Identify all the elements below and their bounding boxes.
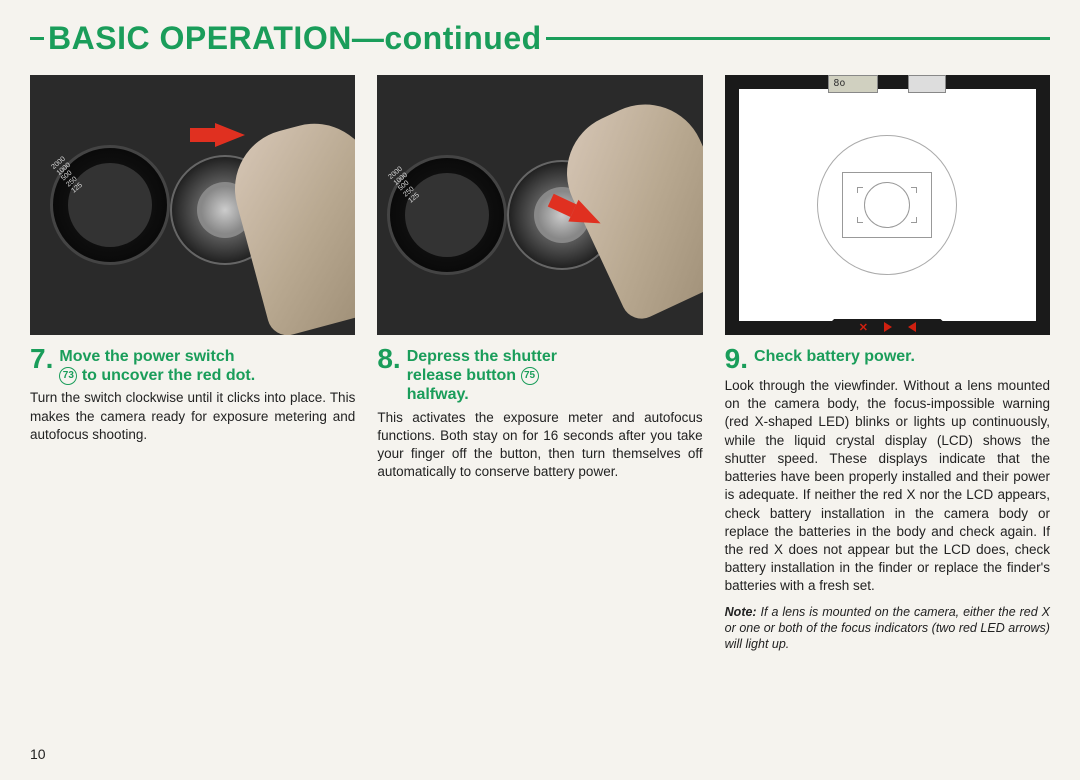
page-title: BASIC OPERATION—continued (44, 20, 546, 57)
step-number: 7. (30, 345, 53, 373)
title-bar: BASIC OPERATION—continued (30, 20, 1050, 57)
step-8-heading: 8. Depress the shutter release button 75… (377, 345, 702, 405)
content-columns: 20001000500250125 7. Move the power swit… (30, 75, 1050, 652)
photo-step-8: 20001000500250125 (377, 75, 702, 335)
arrow-right-led-icon (884, 322, 892, 332)
step-number: 9. (725, 345, 748, 373)
lcd-blank (908, 75, 946, 93)
title-rule-right (546, 37, 1050, 40)
column-8: 20001000500250125 8. Depress the shutter… (377, 75, 702, 652)
viewfinder-diagram: 8o ✕ (725, 75, 1050, 335)
step-7-heading: 7. Move the power switch 73 to uncover t… (30, 345, 355, 385)
step-title: Move the power switch 73 to uncover the … (59, 345, 255, 385)
page-number: 10 (30, 746, 46, 762)
step-9-body: Look through the viewfinder. Without a l… (725, 377, 1050, 596)
step-title: Check battery power. (754, 345, 915, 366)
arrow-left-led-icon (908, 322, 916, 332)
arrow-icon (215, 123, 245, 147)
led-indicators: ✕ (817, 319, 957, 335)
step-9-heading: 9. Check battery power. (725, 345, 1050, 373)
step-number: 8. (377, 345, 400, 373)
photo-step-7: 20001000500250125 (30, 75, 355, 335)
column-9: 8o ✕ 9. Check battery power. Look throug… (725, 75, 1050, 652)
step-9-note: Note: If a lens is mounted on the camera… (725, 604, 1050, 653)
step-title: Depress the shutter release button 75 ha… (407, 345, 557, 405)
reference-number: 73 (59, 367, 77, 385)
lcd-display: 8o (828, 75, 878, 93)
column-7: 20001000500250125 7. Move the power swit… (30, 75, 355, 652)
title-rule-left (30, 37, 44, 40)
step-7-body: Turn the switch clockwise until it click… (30, 389, 355, 444)
reference-number: 75 (521, 367, 539, 385)
step-8-body: This activates the exposure meter and au… (377, 409, 702, 482)
x-led-icon: ✕ (859, 321, 868, 334)
focus-circle-inner (864, 182, 910, 228)
